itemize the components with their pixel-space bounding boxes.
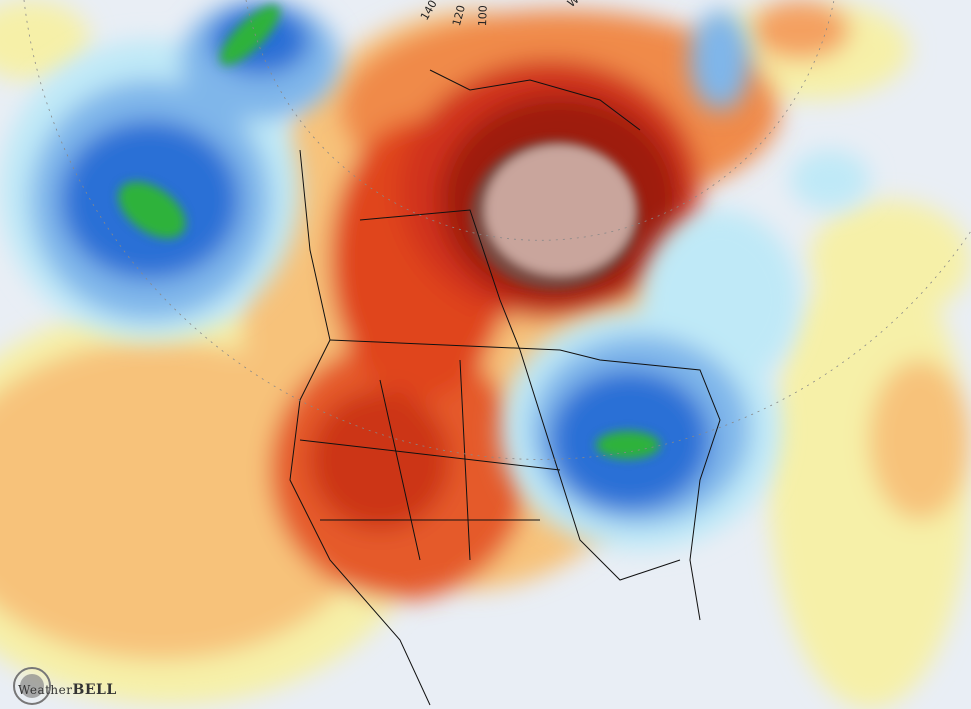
logo-prefix: Weather (18, 683, 73, 697)
warm-core (470, 140, 640, 290)
latitude-gridlines (23, 0, 971, 460)
logo-swirl-icon (13, 667, 51, 705)
logo-suffix: BELL (72, 682, 117, 698)
coastlines-borders (289, 69, 721, 706)
longitude-label-100: 100 (476, 5, 490, 27)
cold-cores (118, 5, 660, 459)
cold-anomalies (0, 0, 870, 550)
weatherbell-logo: WeatherBELL (4, 666, 117, 706)
